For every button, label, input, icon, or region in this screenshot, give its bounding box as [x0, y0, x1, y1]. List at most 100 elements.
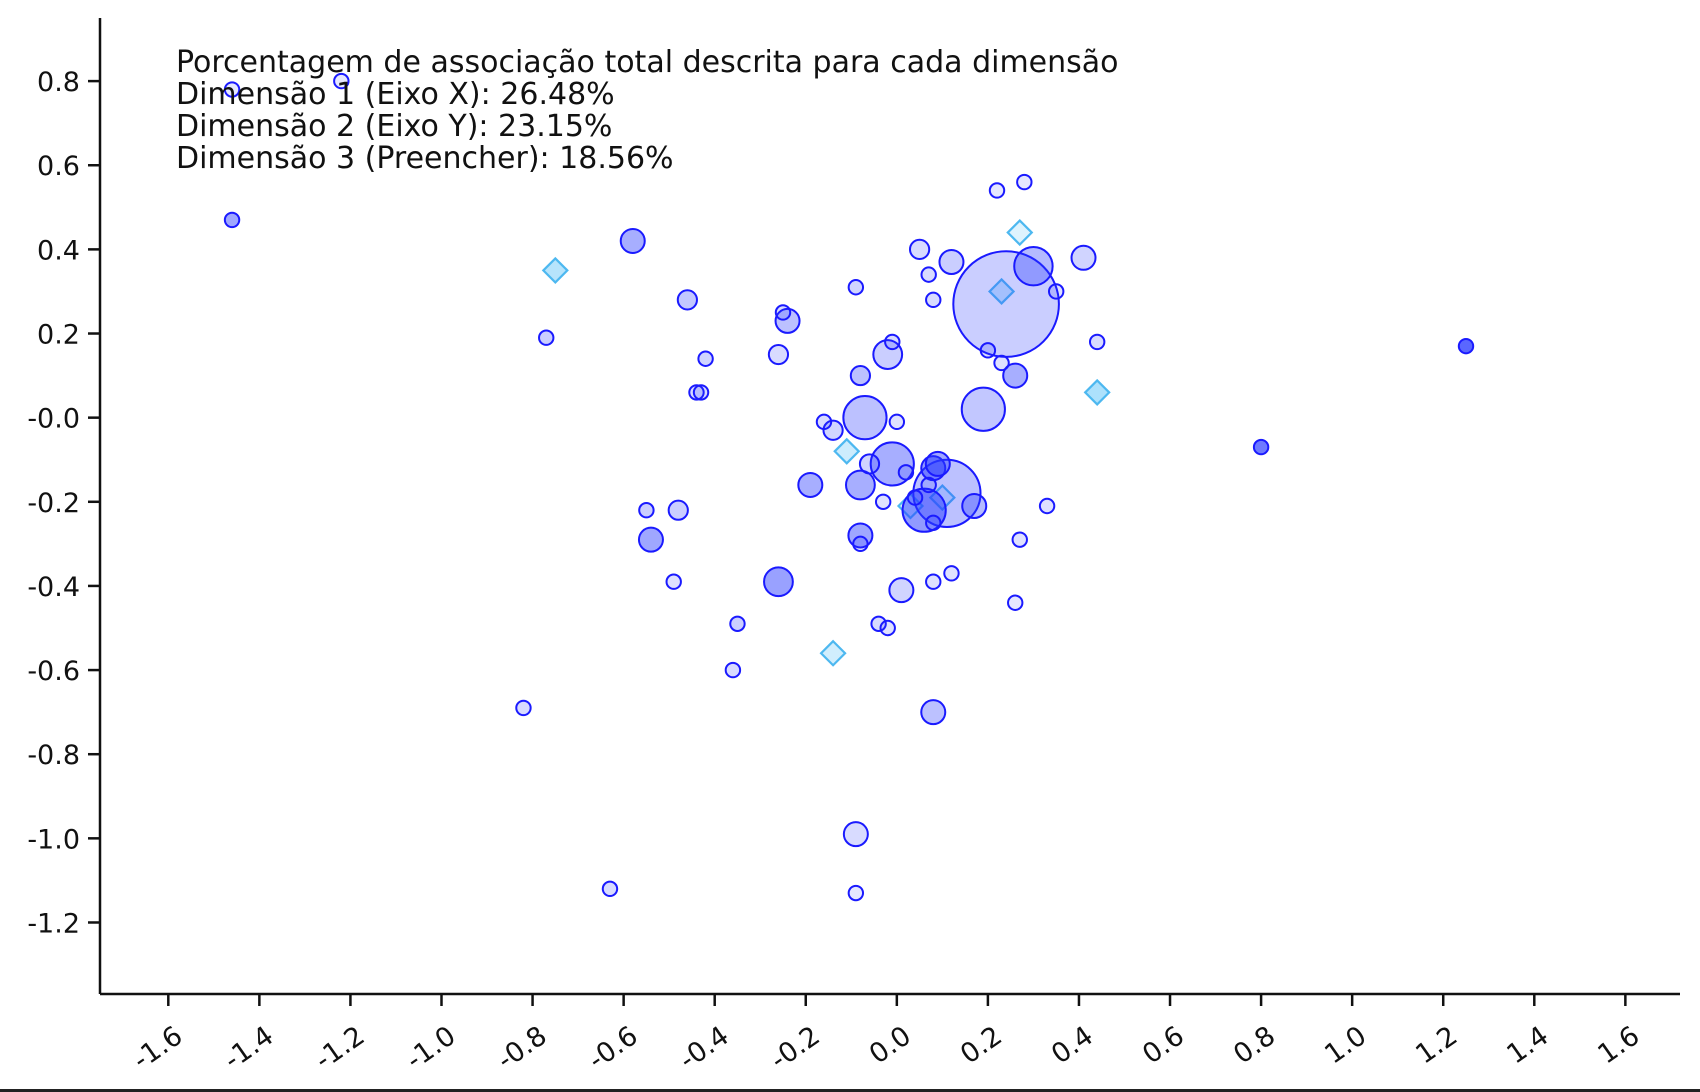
x-axis-ticks: -1.6 -1.4 -1.2 -1.0 -0.8 -0.6 -0.4 -0.2 0.0 0.2 0.…	[127, 994, 1645, 1076]
data-point-circle	[797, 471, 824, 498]
data-point-circle	[665, 573, 682, 590]
x-tick-label: -1.2	[310, 1020, 371, 1076]
x-tick-label: -0.2	[765, 1020, 826, 1076]
data-point-circle	[920, 699, 947, 726]
data-point-circle	[1088, 333, 1106, 351]
data-point-circle	[908, 238, 931, 260]
data-point-circle	[767, 343, 790, 366]
data-point-circle	[901, 487, 947, 533]
data-point-circle	[763, 566, 794, 598]
data-point-circle	[1070, 244, 1097, 271]
data-point-circle	[688, 384, 705, 401]
y-tick-label: 0.4	[37, 235, 80, 266]
data-point-circle	[697, 350, 714, 367]
y-tick-label: -0.0	[27, 404, 80, 435]
x-tick-label: -0.6	[583, 1020, 644, 1076]
x-tick-label: 0.2	[955, 1020, 1008, 1070]
data-point-circle	[676, 289, 698, 311]
x-tick-label: 1.4	[1501, 1020, 1554, 1070]
data-point-circle	[1047, 283, 1065, 300]
data-point-circle	[874, 493, 892, 510]
annotation-line-4: Dimensão 3 (Preencher): 18.56%	[176, 141, 674, 176]
y-tick-label: -0.2	[27, 488, 80, 519]
data-point-circle	[925, 291, 942, 309]
data-point-circle	[601, 880, 619, 898]
data-point-diamond	[988, 277, 1016, 306]
data-point-diamond	[819, 639, 847, 667]
data-point-circle	[869, 441, 915, 487]
y-tick-label: -0.8	[27, 740, 80, 771]
data-point-circle	[925, 573, 942, 590]
data-point-circle	[774, 307, 801, 334]
data-point-circle	[538, 329, 555, 346]
circle-markers	[223, 72, 1475, 902]
data-point-circle	[897, 464, 915, 481]
data-point-circle	[888, 413, 906, 431]
data-point-circle	[637, 526, 664, 553]
data-point-circle	[920, 266, 937, 283]
data-point-circle	[223, 211, 241, 229]
data-point-circle	[847, 279, 865, 296]
data-point-circle	[960, 386, 1006, 432]
x-tick-label: -1.0	[401, 1020, 462, 1076]
data-point-diamond	[1006, 218, 1034, 247]
y-tick-label: -0.4	[27, 572, 80, 603]
data-point-circle	[988, 182, 1006, 199]
annotation-text: Porcentagem de associação total descrita…	[176, 45, 1119, 176]
data-point-diamond	[1083, 378, 1111, 406]
data-point-circle	[961, 493, 988, 519]
x-tick-label: 1.6	[1592, 1020, 1645, 1070]
data-point-circle	[924, 450, 951, 477]
data-point-circle	[333, 72, 350, 90]
data-point-circle	[815, 413, 833, 431]
data-point-circle	[852, 535, 869, 553]
y-tick-label: -1.2	[27, 908, 80, 939]
y-tick-label: 0.8	[37, 67, 80, 98]
x-tick-label: 1.2	[1410, 1020, 1463, 1070]
axes	[98, 18, 1680, 996]
data-point-circle	[729, 615, 746, 632]
data-point-circle	[1007, 594, 1024, 611]
y-tick-label: -1.0	[27, 824, 80, 855]
data-point-circle	[943, 565, 960, 582]
x-tick-label: 0.4	[1046, 1020, 1099, 1070]
data-point-circle	[872, 339, 904, 370]
data-point-circle	[667, 499, 689, 521]
data-point-circle	[979, 342, 997, 359]
data-point-circle	[888, 577, 915, 604]
data-point-circle	[774, 304, 792, 321]
data-point-circle	[906, 489, 924, 506]
data-point-diamond	[833, 437, 861, 465]
data-point-circle	[842, 395, 888, 441]
data-point-circle	[1011, 531, 1028, 548]
data-point-circle	[938, 249, 965, 275]
data-point-circle	[822, 419, 844, 441]
y-tick-label: -0.6	[27, 656, 80, 687]
annotation-line-3: Dimensão 2 (Eixo Y): 23.15%	[176, 109, 612, 144]
data-point-circle	[1252, 438, 1270, 456]
data-point-circle	[1013, 246, 1054, 287]
y-tick-label: 0.2	[37, 320, 80, 351]
data-point-circle	[845, 469, 876, 501]
data-point-circle	[925, 514, 942, 532]
data-point-circle	[879, 619, 896, 637]
y-tick-label: 0.6	[37, 151, 80, 182]
data-point-diamond	[541, 256, 569, 284]
data-point-circle	[842, 821, 869, 848]
data-point-circle	[515, 699, 532, 717]
data-point-circle	[692, 384, 710, 401]
data-point-circle	[724, 661, 742, 679]
x-tick-label: -0.4	[674, 1020, 735, 1076]
data-point-circle	[619, 227, 646, 254]
data-point-circle	[1038, 497, 1056, 515]
data-point-circle	[1016, 173, 1033, 191]
x-tick-label: -1.6	[127, 1020, 188, 1076]
x-tick-label: 0.0	[864, 1020, 917, 1070]
data-point-circle	[638, 502, 655, 519]
x-tick-label: -1.4	[218, 1020, 279, 1076]
annotation-line-1: Porcentagem de associação total descrita…	[176, 45, 1119, 80]
data-point-circle	[1457, 337, 1475, 355]
x-tick-label: -0.8	[492, 1020, 553, 1076]
data-point-circle	[847, 884, 865, 902]
